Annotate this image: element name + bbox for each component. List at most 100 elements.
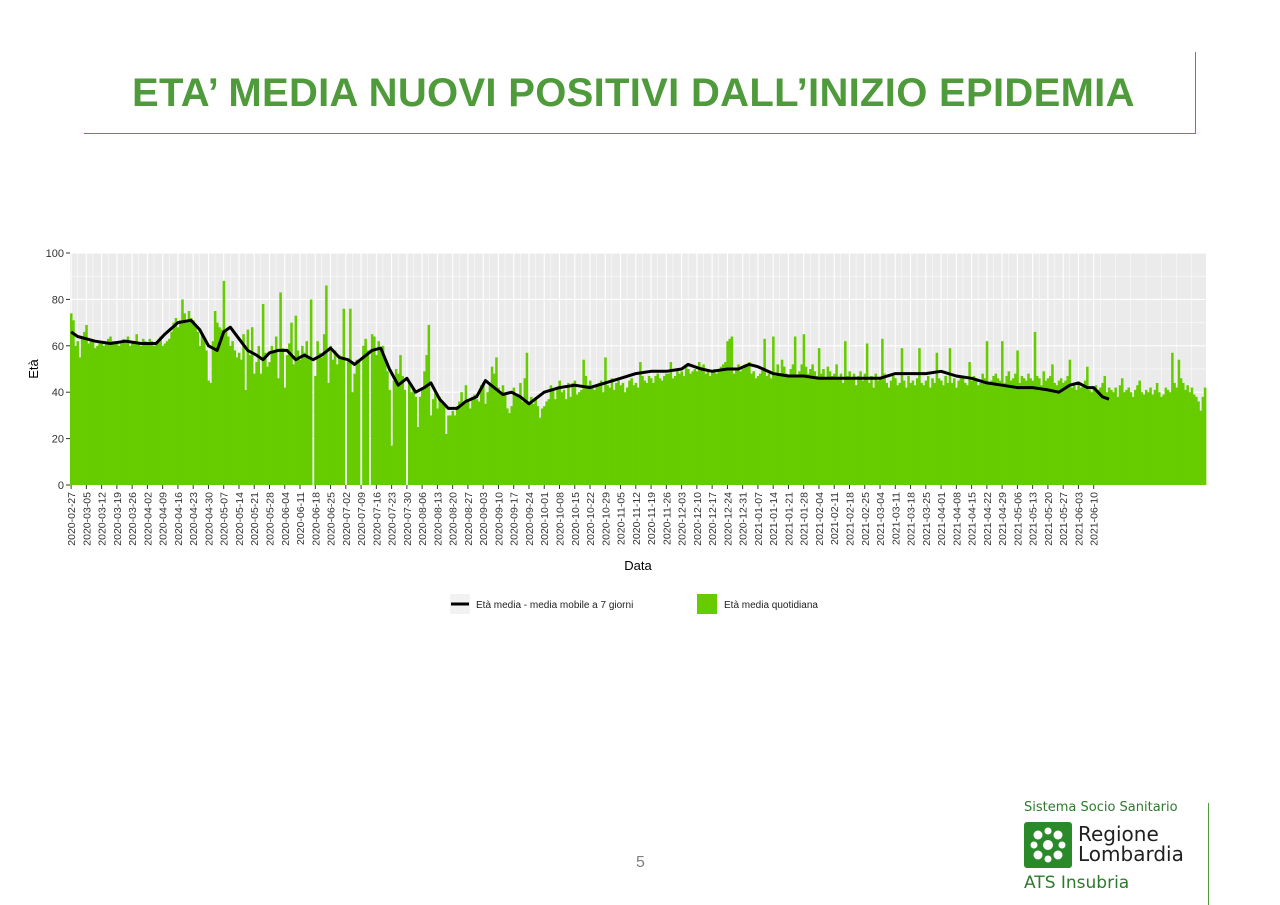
daily-age-bar: [514, 394, 518, 485]
daily-age-bar: [246, 329, 250, 485]
daily-age-bar: [364, 338, 367, 485]
daily-age-bar: [593, 389, 596, 485]
daily-age-bar: [78, 357, 82, 485]
daily-age-bar: [737, 364, 740, 485]
x-tick-label: 2020-12-31: [738, 492, 750, 546]
daily-age-bar: [1173, 382, 1176, 485]
daily-age-bar: [407, 382, 411, 485]
daily-age-bar: [663, 375, 666, 485]
legend-label-bar: Età media quotidiana: [724, 600, 818, 611]
daily-age-bar: [203, 338, 206, 485]
daily-age-bar: [1123, 392, 1126, 485]
daily-age-bar: [1096, 389, 1100, 485]
daily-age-bar: [355, 359, 359, 485]
daily-age-bar: [595, 385, 599, 485]
y-tick-label: 0: [58, 480, 64, 492]
logo-name-line1: Regione: [1078, 822, 1159, 846]
daily-age-bar: [580, 389, 583, 485]
daily-age-bar: [599, 380, 603, 485]
daily-age-bar: [1179, 378, 1183, 485]
daily-age-bar: [218, 327, 221, 485]
daily-age-bar: [211, 341, 215, 485]
daily-age-bar: [213, 311, 217, 485]
daily-age-bar: [1140, 392, 1144, 485]
daily-age-bar: [1112, 392, 1115, 485]
daily-age-bar: [1177, 359, 1181, 485]
daily-age-bar: [852, 373, 856, 485]
daily-age-bar: [383, 359, 387, 485]
daily-age-bar: [272, 352, 276, 485]
daily-age-bar: [682, 375, 686, 485]
x-tick-label: 2020-09-24: [524, 492, 536, 546]
daily-age-bar: [554, 399, 557, 485]
daily-age-bar: [519, 382, 522, 485]
daily-age-bar: [732, 373, 736, 485]
daily-age-bar: [946, 382, 950, 485]
daily-age-bar: [985, 341, 989, 485]
daily-age-bar: [1182, 382, 1185, 485]
x-tick-label: 2020-05-28: [265, 492, 277, 546]
y-tick-label: 100: [46, 248, 64, 260]
daily-age-bar: [632, 385, 636, 485]
daily-age-bar: [229, 345, 232, 485]
daily-age-bar: [464, 385, 468, 485]
daily-age-bar: [789, 369, 793, 485]
daily-age-bar: [983, 378, 987, 485]
daily-age-bar: [107, 338, 110, 485]
daily-age-bar: [894, 378, 897, 485]
daily-age-bar: [763, 338, 766, 485]
daily-age-bar: [913, 385, 917, 485]
daily-age-bar: [85, 324, 88, 485]
daily-age-bar: [610, 378, 614, 485]
daily-age-bar: [1003, 382, 1006, 485]
daily-age-bar: [139, 345, 143, 485]
daily-age-bar: [987, 382, 991, 485]
daily-age-bar: [658, 378, 662, 485]
daily-age-bar: [510, 406, 513, 485]
daily-age-bar: [244, 389, 247, 485]
daily-age-bar: [320, 357, 324, 485]
daily-age-bar: [161, 345, 165, 485]
daily-age-bar: [861, 380, 865, 485]
daily-age-bar: [687, 369, 690, 485]
daily-age-bar: [442, 403, 446, 485]
x-tick-label: 2021-06-10: [1089, 492, 1101, 546]
daily-age-bar: [1166, 389, 1170, 485]
daily-age-bar: [615, 382, 618, 485]
daily-age-bar: [815, 375, 819, 485]
daily-age-bar: [970, 380, 974, 485]
daily-age-bar: [868, 382, 871, 485]
daily-age-bar: [176, 327, 180, 485]
daily-age-bar: [1160, 396, 1163, 485]
daily-age-bar: [1079, 387, 1083, 485]
daily-age-bar: [1053, 382, 1056, 485]
daily-age-bar: [628, 380, 631, 485]
daily-age-bar: [619, 385, 622, 485]
daily-age-bar: [1171, 352, 1174, 485]
x-tick-label: 2021-01-28: [799, 492, 811, 546]
daily-age-bar: [992, 375, 995, 485]
daily-age-bar: [1059, 378, 1063, 485]
daily-age-bar: [1147, 392, 1150, 485]
daily-age-bar: [357, 359, 361, 485]
daily-age-bar: [1144, 389, 1148, 485]
daily-age-bar: [1184, 389, 1187, 485]
daily-age-bar: [726, 341, 729, 485]
daily-age-bar: [667, 373, 670, 485]
daily-age-bar: [135, 334, 138, 485]
daily-age-bar: [455, 406, 459, 485]
daily-age-bar: [423, 371, 426, 485]
daily-age-bar: [336, 364, 339, 485]
daily-age-bar: [636, 387, 640, 485]
logo-side-rule: [1208, 803, 1209, 905]
daily-age-bar: [654, 375, 657, 485]
daily-age-bar: [499, 392, 503, 485]
daily-age-bar: [626, 387, 629, 485]
daily-age-bar: [390, 445, 394, 485]
daily-age-bar: [93, 348, 97, 485]
x-tick-label: 2020-04-09: [158, 492, 170, 546]
daily-age-bar: [532, 403, 535, 485]
daily-age-bar: [189, 317, 193, 485]
daily-age-bar: [159, 336, 162, 485]
daily-age-bar: [1192, 394, 1196, 485]
